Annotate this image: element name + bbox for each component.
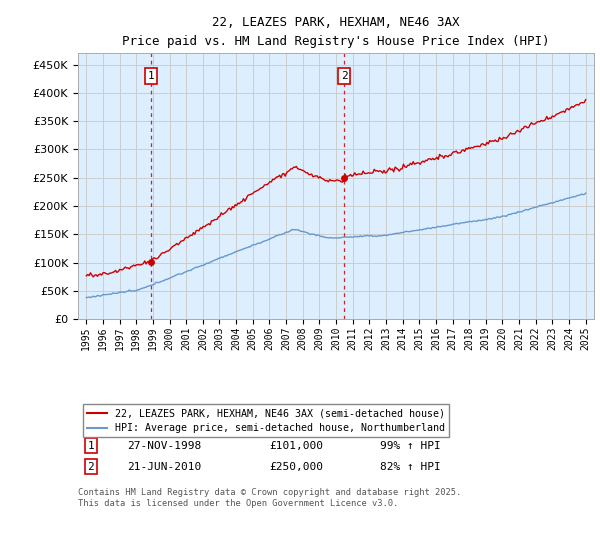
Text: 2: 2 <box>341 71 347 81</box>
Text: 27-NOV-1998: 27-NOV-1998 <box>127 441 201 451</box>
Text: Contains HM Land Registry data © Crown copyright and database right 2025.
This d: Contains HM Land Registry data © Crown c… <box>78 488 461 507</box>
Text: £250,000: £250,000 <box>269 462 323 472</box>
Text: 99% ↑ HPI: 99% ↑ HPI <box>380 441 440 451</box>
Text: 82% ↑ HPI: 82% ↑ HPI <box>380 462 440 472</box>
Title: 22, LEAZES PARK, HEXHAM, NE46 3AX
Price paid vs. HM Land Registry's House Price : 22, LEAZES PARK, HEXHAM, NE46 3AX Price … <box>122 16 550 48</box>
Text: 1: 1 <box>148 71 155 81</box>
Text: 1: 1 <box>88 441 94 451</box>
Legend: 22, LEAZES PARK, HEXHAM, NE46 3AX (semi-detached house), HPI: Average price, sem: 22, LEAZES PARK, HEXHAM, NE46 3AX (semi-… <box>83 404 449 437</box>
Text: 21-JUN-2010: 21-JUN-2010 <box>127 462 201 472</box>
Text: £101,000: £101,000 <box>269 441 323 451</box>
Text: 2: 2 <box>88 462 94 472</box>
